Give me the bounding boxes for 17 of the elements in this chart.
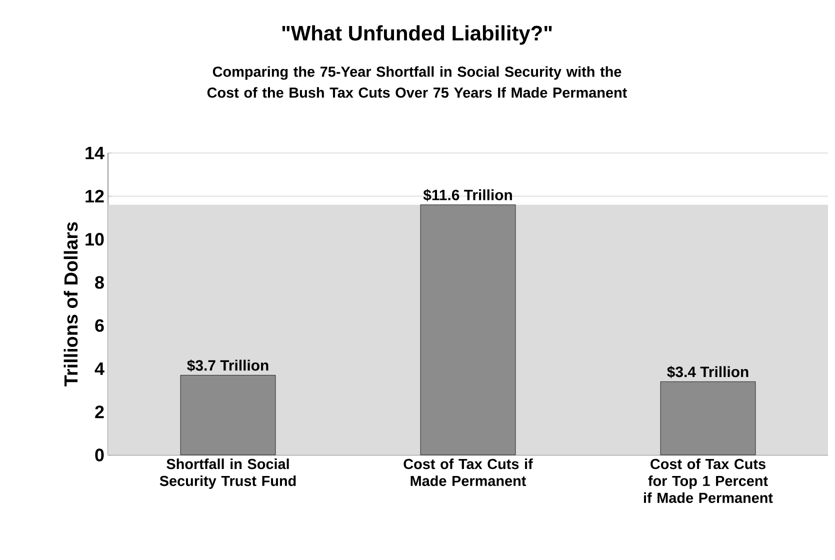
data-label: $11.6 Trillion — [423, 189, 512, 202]
y-tick-label: 6 — [95, 319, 104, 332]
chart-subtitle: Comparing the 75-Year Shortfall in Social Security with the Cost of the Bush Tax Cuts Over 75 Years If Made Permanent — [207, 66, 627, 98]
y-axis-title: Trillions of Dollars — [64, 222, 78, 386]
chart-title: "What Unfunded Liability?" — [282, 25, 552, 45]
y-tick-label: 10 — [86, 232, 104, 246]
data-label: $3.4 Trillion — [667, 366, 748, 378]
y-tick-label: 8 — [95, 276, 104, 289]
x-tick-label: Cost of Tax Cuts for Top 1 Percent if Made Permanent — [644, 458, 773, 503]
y-tick-label: 2 — [95, 406, 104, 418]
y-tick-label: 0 — [95, 448, 104, 462]
data-label: $3.7 Trillion — [187, 359, 268, 372]
x-tick-label: Cost of Tax Cuts if Made Permanent — [404, 458, 533, 486]
x-tick-label: Shortfall in Social Security Trust Fund — [160, 458, 296, 489]
y-tick-label: 12 — [86, 190, 104, 202]
y-tick-label: 4 — [94, 362, 104, 375]
y-tick-label: 14 — [86, 146, 104, 160]
